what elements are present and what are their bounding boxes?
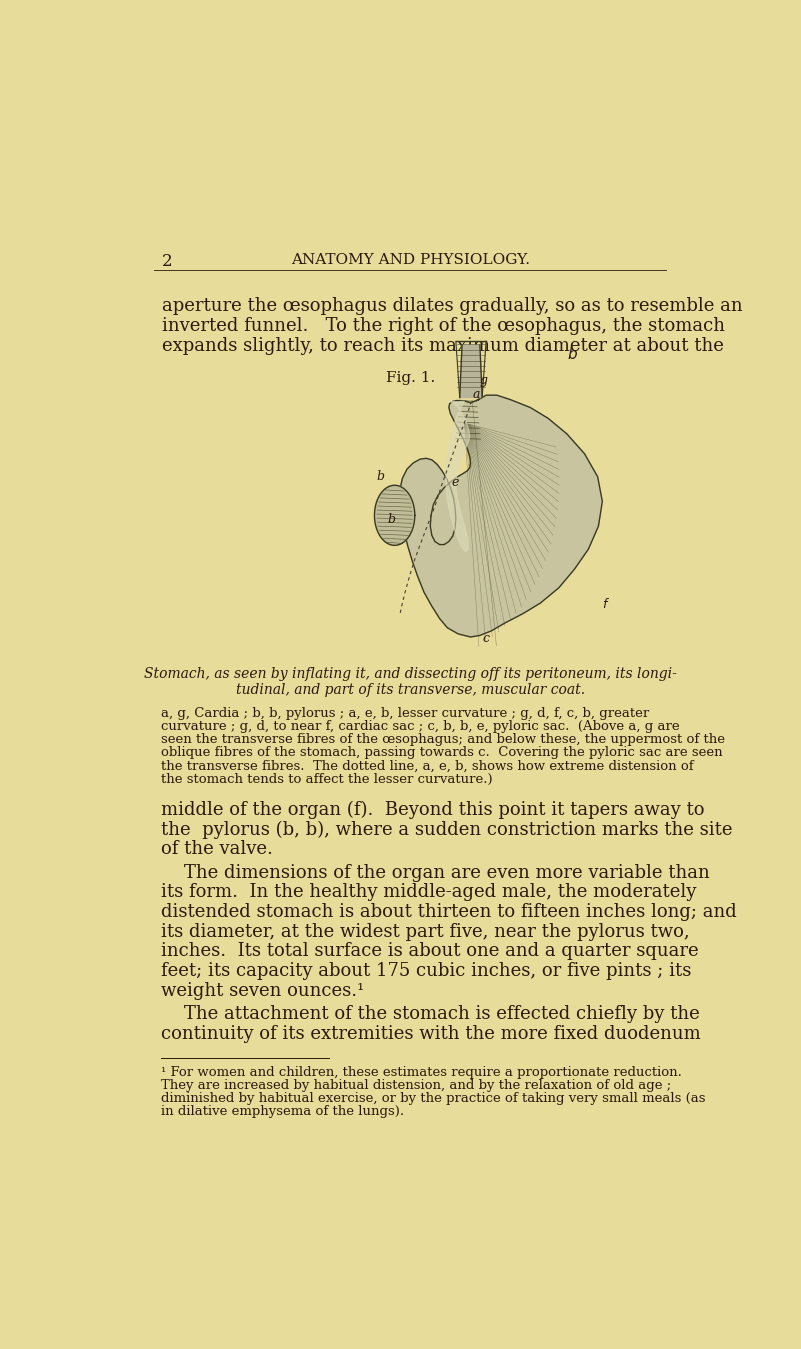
Text: a, g, Cardia ; b, b, pylorus ; a, e, b, lesser curvature ; g, d, f, c, b, greate: a, g, Cardia ; b, b, pylorus ; a, e, b, … xyxy=(160,707,649,720)
Text: curvature ; g, d, to near f, cardiac sac ; c, b, b, e, pyloric sac.  (Above a, g: curvature ; g, d, to near f, cardiac sac… xyxy=(160,720,679,733)
Text: $\mathit{f}$: $\mathit{f}$ xyxy=(602,596,610,611)
Text: Fig. 1.: Fig. 1. xyxy=(385,371,435,384)
Text: seen the transverse fibres of the œsophagus; and below these, the uppermost of t: seen the transverse fibres of the œsopha… xyxy=(160,734,725,746)
Text: aperture the œsophagus dilates gradually, so as to resemble an: aperture the œsophagus dilates gradually… xyxy=(162,297,743,314)
Polygon shape xyxy=(446,401,470,552)
Polygon shape xyxy=(399,395,602,637)
Text: 2: 2 xyxy=(162,252,173,270)
Text: e: e xyxy=(451,476,459,490)
Text: inches.  Its total surface is about one and a quarter square: inches. Its total surface is about one a… xyxy=(160,942,698,960)
Text: distended stomach is about thirteen to fifteen inches long; and: distended stomach is about thirteen to f… xyxy=(160,902,736,921)
Text: in dilative emphysema of the lungs).: in dilative emphysema of the lungs). xyxy=(160,1105,404,1118)
Text: its form.  In the healthy middle-aged male, the moderately: its form. In the healthy middle-aged mal… xyxy=(160,884,696,901)
Text: the transverse fibres.  The dotted line, a, e, b, shows how extreme distension o: the transverse fibres. The dotted line, … xyxy=(160,759,693,773)
Text: a: a xyxy=(472,387,480,401)
Text: The dimensions of the organ are even more variable than: The dimensions of the organ are even mor… xyxy=(160,863,710,882)
Text: g: g xyxy=(479,375,487,387)
Text: of the valve.: of the valve. xyxy=(160,840,272,858)
Text: weight seven ounces.¹: weight seven ounces.¹ xyxy=(160,982,364,1000)
Text: oblique fibres of the stomach, passing towards c.  Covering the pyloric sac are : oblique fibres of the stomach, passing t… xyxy=(160,746,723,759)
Text: diminished by habitual exercise, or by the practice of taking very small meals (: diminished by habitual exercise, or by t… xyxy=(160,1093,705,1105)
Text: c: c xyxy=(482,631,489,645)
Polygon shape xyxy=(375,486,415,545)
Text: b: b xyxy=(376,469,384,483)
Text: The attachment of the stomach is effected chiefly by the: The attachment of the stomach is effecte… xyxy=(160,1005,699,1023)
Text: the  pylorus (b, b), where a sudden constriction marks the site: the pylorus (b, b), where a sudden const… xyxy=(160,820,732,839)
Text: its diameter, at the widest part five, near the pylorus two,: its diameter, at the widest part five, n… xyxy=(160,923,689,940)
Polygon shape xyxy=(460,345,482,398)
Text: inverted funnel.   To the right of the œsophagus, the stomach: inverted funnel. To the right of the œso… xyxy=(162,317,725,335)
Text: the stomach tends to affect the lesser curvature.): the stomach tends to affect the lesser c… xyxy=(160,773,492,785)
Text: expands slightly, to reach its maximum diameter at about the: expands slightly, to reach its maximum d… xyxy=(162,337,724,355)
Text: continuity of its extremities with the more fixed duodenum: continuity of its extremities with the m… xyxy=(160,1025,700,1043)
Text: feet; its capacity about 175 cubic inches, or five pints ; its: feet; its capacity about 175 cubic inche… xyxy=(160,962,691,979)
Text: $\mathit{b}$: $\mathit{b}$ xyxy=(567,345,578,362)
Text: They are increased by habitual distension, and by the relaxation of old age ;: They are increased by habitual distensio… xyxy=(160,1079,670,1091)
Text: middle of the organ (f).  Beyond this point it tapers away to: middle of the organ (f). Beyond this poi… xyxy=(160,801,704,819)
Text: b: b xyxy=(388,513,396,526)
Text: ¹ For women and children, these estimates require a proportionate reduction.: ¹ For women and children, these estimate… xyxy=(160,1066,682,1079)
Text: Stomach, as seen by inflating it, and dissecting off its peritoneum, its longi-
: Stomach, as seen by inflating it, and di… xyxy=(143,666,677,697)
Text: ANATOMY AND PHYSIOLOGY.: ANATOMY AND PHYSIOLOGY. xyxy=(291,252,529,267)
